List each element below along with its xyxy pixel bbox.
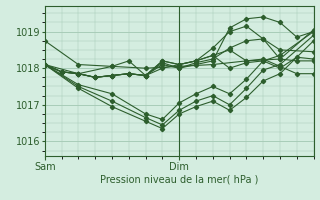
X-axis label: Pression niveau de la mer( hPa ): Pression niveau de la mer( hPa ): [100, 174, 258, 184]
